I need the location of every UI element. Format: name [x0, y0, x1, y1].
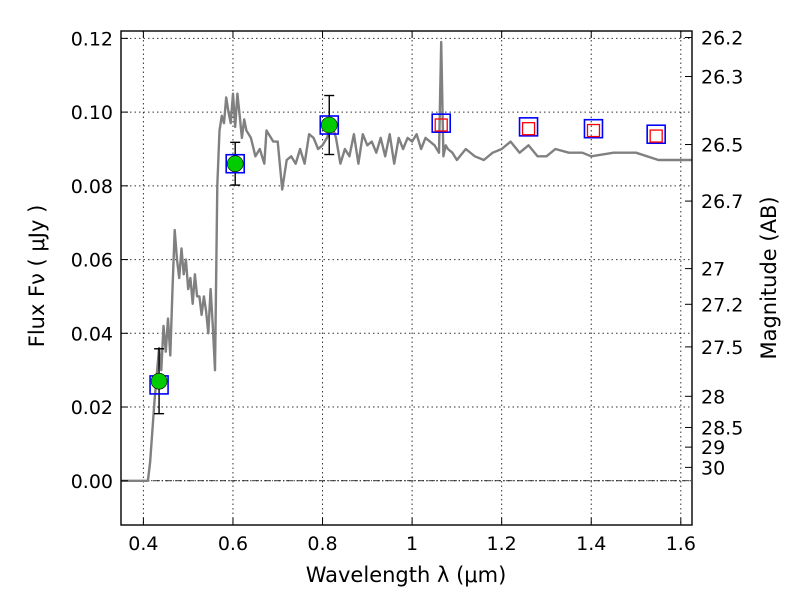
y-tick-label: 0.12 [71, 28, 113, 50]
x-tick-label: 1.2 [487, 533, 517, 555]
model-square [431, 113, 452, 133]
x-tick-label: 0.6 [218, 533, 248, 555]
y-tick-label: 0.08 [71, 176, 113, 198]
right-tick-label: 26.3 [701, 67, 743, 89]
y-tick-label: 0.06 [71, 250, 113, 272]
right-tick-label: 26.2 [701, 28, 743, 50]
model-spectrum [121, 40, 692, 482]
predicted-square [586, 123, 601, 138]
right-tick-label: 27 [701, 259, 725, 281]
data-markers [149, 113, 666, 395]
predicted-square [649, 129, 663, 143]
x-axis-label: Wavelength λ (μm) [306, 563, 507, 587]
measured-point [226, 155, 244, 173]
right-tick-label: 30 [701, 457, 725, 479]
plot-frame [120, 30, 693, 526]
measured-point [150, 372, 168, 390]
y-tick-label: 0.02 [71, 397, 113, 419]
right-tick-label: 27.2 [701, 294, 743, 316]
axis-ticks [121, 31, 692, 525]
y-tick-label: 0.04 [71, 323, 113, 345]
right-tick-label: 26.7 [701, 191, 743, 213]
right-tick-label: 27.5 [701, 337, 743, 359]
x-tick-label: 1.6 [666, 533, 696, 555]
model-square [225, 153, 245, 174]
y-axis-label: Flux Fν ( μJy ) [25, 205, 49, 348]
y-tick-label: 0.10 [71, 102, 113, 124]
model-square [319, 115, 340, 135]
model-square [583, 118, 604, 139]
axis-tick-labels: 0.4 0.6 0.8 1 1.2 1.4 1.6 0.00 0.02 0.04 0.06 0.08 0… [71, 28, 744, 555]
right-tick-label: 29 [701, 437, 725, 459]
right-tick-label: 28.5 [701, 417, 743, 439]
x-tick-label: 0.8 [307, 533, 337, 555]
right-axis-label: Magnitude (AB) [757, 196, 781, 359]
right-tick-label: 28 [701, 386, 725, 408]
spectrum-line [121, 40, 692, 482]
predicted-square [434, 118, 448, 132]
x-tick-label: 1.4 [576, 533, 606, 555]
model-square [646, 124, 666, 145]
predicted-square [521, 122, 536, 136]
model-square [518, 117, 539, 137]
measured-point [320, 116, 338, 134]
right-tick-label: 26.5 [701, 135, 743, 157]
y-tick-label: 0.00 [71, 471, 113, 493]
x-tick-label: 0.4 [128, 533, 158, 555]
x-tick-label: 1 [406, 533, 418, 555]
